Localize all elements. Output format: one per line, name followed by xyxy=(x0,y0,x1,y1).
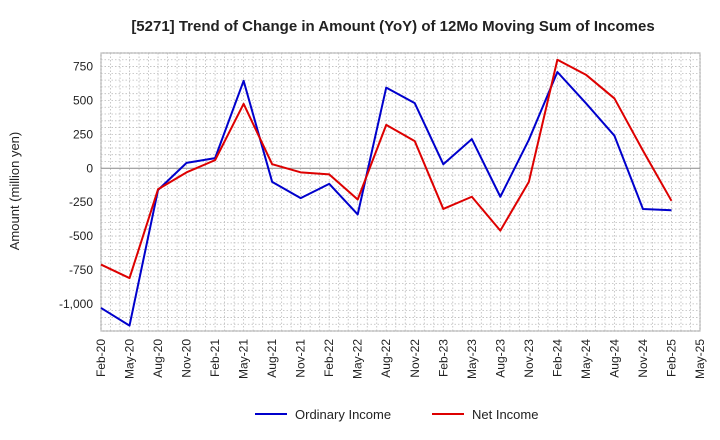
series-line xyxy=(100,58,673,280)
x-tick-label: Aug-24 xyxy=(607,339,621,378)
y-tick-label: 500 xyxy=(73,93,93,107)
x-tick-label: May-22 xyxy=(351,339,365,379)
x-tick-label: Nov-24 xyxy=(636,339,650,378)
y-axis: 750 500 250 0 -250 -500 -750 -1,000 xyxy=(59,60,93,311)
series-line xyxy=(100,70,672,327)
x-tick-label: May-21 xyxy=(237,339,251,379)
x-tick-label: May-25 xyxy=(693,339,707,379)
x-tick-label: May-20 xyxy=(123,339,137,379)
x-tick-label: Feb-22 xyxy=(322,339,336,377)
x-tick-label: Aug-22 xyxy=(379,339,393,378)
y-tick-label: 250 xyxy=(73,127,93,141)
series-ordinary-income xyxy=(100,70,672,327)
x-tick-label: Feb-23 xyxy=(436,339,450,377)
legend: Ordinary Income Net Income xyxy=(255,407,538,422)
x-tick-label: Nov-20 xyxy=(180,339,194,378)
x-tick-label: Feb-25 xyxy=(664,339,678,377)
x-tick-label: May-24 xyxy=(579,339,593,379)
x-tick-label: Nov-23 xyxy=(522,339,536,378)
x-tick-label: Aug-23 xyxy=(493,339,507,378)
y-tick-label: -250 xyxy=(69,195,93,209)
x-tick-label: Feb-21 xyxy=(208,339,222,377)
legend-label: Ordinary Income xyxy=(295,407,391,422)
y-tick-label: 0 xyxy=(86,161,93,175)
series-layer xyxy=(100,58,673,327)
x-axis: Feb-20 May-20 Aug-20 Nov-20 Feb-21 May-21 Aug-… xyxy=(94,339,707,379)
y-tick-label: -750 xyxy=(69,263,93,277)
y-tick-label: -500 xyxy=(69,229,93,243)
y-axis-label: Amount (million yen) xyxy=(7,132,22,251)
grid-lines xyxy=(100,52,701,332)
y-tick-label: 750 xyxy=(73,60,93,74)
plot-frame xyxy=(100,52,701,332)
plot-area xyxy=(100,52,701,332)
x-tick-label: Nov-22 xyxy=(408,339,422,378)
series-net-income xyxy=(100,58,673,280)
x-tick-label: Feb-24 xyxy=(550,339,564,377)
x-tick-label: Aug-21 xyxy=(265,339,279,378)
x-tick-label: Nov-21 xyxy=(294,339,308,378)
x-tick-label: May-23 xyxy=(465,339,479,379)
x-tick-label: Feb-20 xyxy=(94,339,108,377)
x-tick-label: Aug-20 xyxy=(151,339,165,378)
y-tick-label: -1,000 xyxy=(59,297,93,311)
chart-title: [5271] Trend of Change in Amount (YoY) o… xyxy=(131,18,654,35)
legend-label: Net Income xyxy=(472,407,538,422)
